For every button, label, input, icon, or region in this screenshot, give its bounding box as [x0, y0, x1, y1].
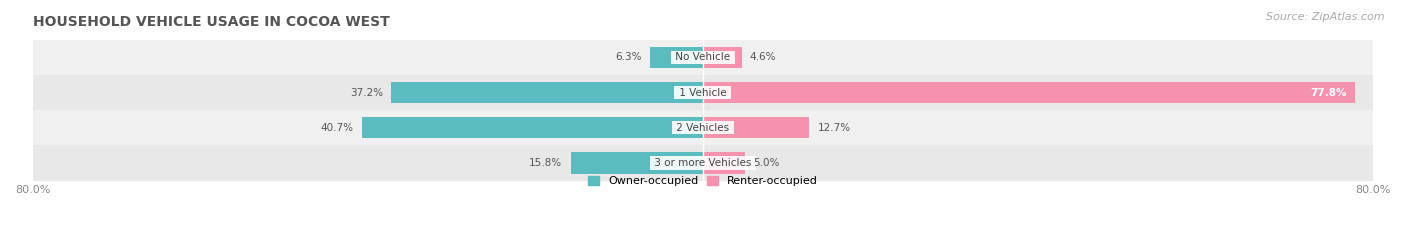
- Text: 3 or more Vehicles: 3 or more Vehicles: [651, 158, 755, 168]
- Text: Source: ZipAtlas.com: Source: ZipAtlas.com: [1267, 12, 1385, 22]
- Text: HOUSEHOLD VEHICLE USAGE IN COCOA WEST: HOUSEHOLD VEHICLE USAGE IN COCOA WEST: [32, 15, 389, 29]
- Bar: [650, 47, 703, 68]
- Text: 40.7%: 40.7%: [321, 123, 353, 133]
- Text: 4.6%: 4.6%: [749, 52, 776, 62]
- Bar: [32, 75, 1374, 110]
- Text: 12.7%: 12.7%: [818, 123, 851, 133]
- Bar: [571, 152, 703, 174]
- Bar: [32, 110, 1374, 145]
- Text: 37.2%: 37.2%: [350, 88, 382, 98]
- Bar: [32, 40, 1374, 75]
- Text: No Vehicle: No Vehicle: [672, 52, 734, 62]
- Text: 6.3%: 6.3%: [616, 52, 641, 62]
- Bar: [703, 152, 745, 174]
- Bar: [703, 117, 810, 138]
- Text: 5.0%: 5.0%: [754, 158, 780, 168]
- Bar: [703, 82, 1355, 103]
- Text: 1 Vehicle: 1 Vehicle: [676, 88, 730, 98]
- Legend: Owner-occupied, Renter-occupied: Owner-occupied, Renter-occupied: [588, 176, 818, 186]
- Bar: [361, 117, 703, 138]
- Bar: [32, 145, 1374, 181]
- Bar: [703, 47, 741, 68]
- Text: 15.8%: 15.8%: [529, 158, 562, 168]
- Bar: [391, 82, 703, 103]
- Text: 77.8%: 77.8%: [1310, 88, 1347, 98]
- Text: 2 Vehicles: 2 Vehicles: [673, 123, 733, 133]
